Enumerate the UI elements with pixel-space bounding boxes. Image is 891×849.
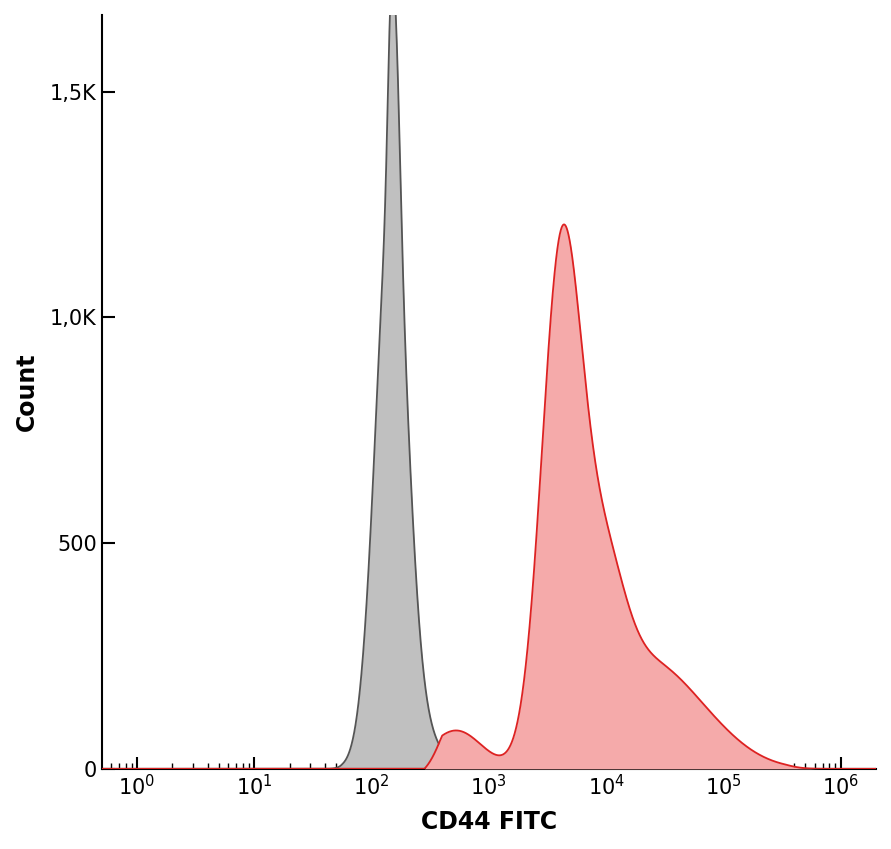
- X-axis label: CD44 FITC: CD44 FITC: [421, 810, 557, 834]
- Y-axis label: Count: Count: [15, 352, 39, 431]
